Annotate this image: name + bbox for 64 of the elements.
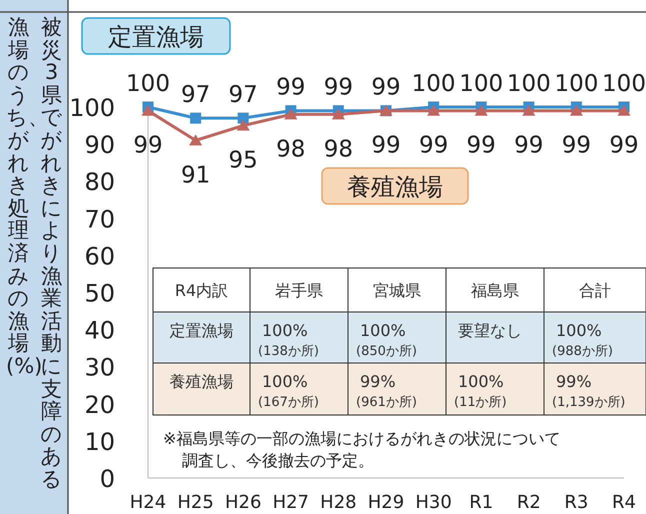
x-tick-label: R3 [564, 492, 588, 513]
data-label: 99 [514, 132, 544, 159]
data-label: 97 [180, 82, 210, 108]
annotation: 100% (11か所) [454, 372, 507, 410]
y-tick-label: 10 [84, 428, 115, 456]
data-label: 91 [180, 162, 210, 188]
data-label: 100 [459, 71, 504, 97]
data-label: 100 [554, 71, 598, 97]
annotation: 宮城県 [373, 281, 421, 300]
annotation: 調査し、今後撤去の予定。 [182, 451, 374, 470]
data-label: 99 [133, 132, 163, 159]
x-tick-label: H28 [320, 492, 357, 513]
text: 養殖漁場 [347, 173, 443, 201]
y-tick-label: 40 [84, 316, 115, 345]
data-label: 100 [602, 71, 646, 97]
data-label: 98 [324, 136, 354, 162]
y-tick-label: 0 [100, 465, 115, 493]
annotation: 99% (961か所) [356, 372, 417, 410]
x-tick-label: R2 [516, 492, 541, 513]
data-label: 100 [412, 71, 456, 97]
x-tick-label: H25 [177, 492, 214, 513]
annotation: 100% (850か所) [356, 321, 417, 359]
annotation: 合計 [579, 281, 611, 300]
data-label: 100 [126, 71, 170, 97]
annotation: 99% (1,139か所) [552, 372, 626, 410]
annotation: 100% (138か所) [258, 321, 319, 359]
x-tick-label: H24 [130, 492, 166, 513]
annotation: 要望なし [458, 321, 522, 340]
annotation: 福島県 [471, 281, 519, 300]
data-label: 99 [418, 132, 448, 159]
data-label: 95 [228, 148, 258, 174]
y-tick-label: 90 [84, 131, 115, 160]
annotation: ※福島県等の一部の漁場におけるがれきの状況について [163, 429, 560, 448]
annotation: R4内訳 [174, 281, 228, 300]
annotation: 100% (167か所) [258, 372, 319, 410]
x-tick-label: R1 [469, 492, 494, 513]
y-tick-label: 70 [84, 205, 115, 234]
y-axis-title: 被災3県でがれきにより漁業活動に支障のある漁場のうち、がれき処理済みの漁場(%) [6, 16, 64, 492]
annotation: 岩手県 [275, 281, 323, 300]
data-label: 97 [228, 82, 258, 108]
y-tick-label: 50 [84, 280, 115, 308]
annotation: 定置漁場 [170, 321, 234, 340]
x-tick-label: H29 [368, 492, 404, 513]
data-label: 98 [276, 136, 306, 162]
y-tick-label: 80 [84, 168, 115, 196]
y-tick-label: 30 [84, 354, 115, 382]
y-tick-label: 20 [84, 390, 115, 419]
x-tick-label: H26 [224, 492, 262, 513]
data-label: 99 [276, 74, 306, 101]
x-tick-label: H27 [272, 492, 310, 513]
text: 定置漁場 [108, 23, 204, 51]
x-tick-label: H30 [415, 492, 452, 513]
data-label: 99 [371, 74, 401, 101]
data-label: 100 [506, 71, 551, 97]
x-tick-label: R4 [612, 492, 636, 513]
y-tick-label: 60 [84, 242, 115, 270]
data-label: 99 [562, 132, 592, 159]
y-tick-label: 100 [69, 94, 115, 122]
annotation: 100% (988か所) [552, 321, 613, 359]
data-label: 99 [609, 132, 639, 159]
data-label: 99 [371, 132, 401, 159]
data-label: 99 [324, 74, 354, 101]
annotation: 養殖漁場 [170, 372, 234, 391]
data-label: 99 [466, 132, 496, 159]
